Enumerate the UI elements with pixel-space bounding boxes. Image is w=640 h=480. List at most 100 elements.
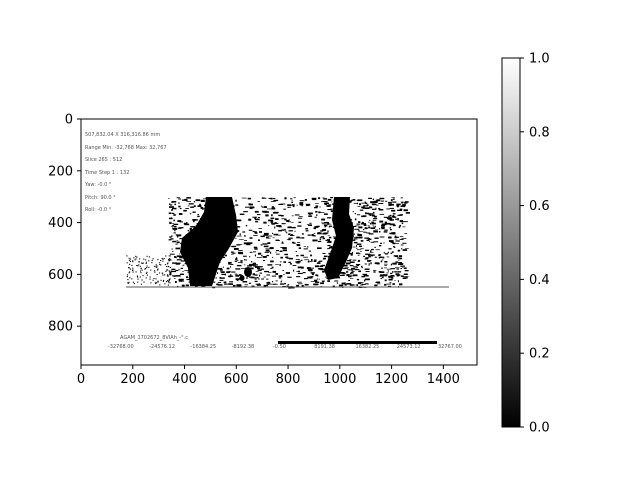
- speckle: [291, 204, 295, 206]
- speckle: [321, 264, 325, 267]
- speckle: [288, 286, 291, 289]
- speckle: [237, 226, 241, 228]
- speckle: [372, 201, 378, 203]
- speckle: [272, 281, 274, 283]
- speckle: [357, 233, 360, 235]
- speckle: [389, 203, 394, 206]
- speckle: [297, 272, 303, 274]
- speckle: [310, 269, 312, 270]
- speckle: [253, 265, 257, 267]
- speckle: [339, 272, 345, 274]
- speckle: [363, 224, 367, 226]
- speckle: [296, 276, 301, 278]
- speckle: [157, 268, 159, 270]
- speckle: [141, 269, 143, 271]
- speckle: [327, 217, 332, 219]
- speckle: [286, 257, 291, 259]
- speckle: [271, 275, 277, 277]
- speckle: [299, 237, 304, 239]
- speckle: [178, 279, 182, 281]
- speckle: [361, 202, 365, 204]
- speckle: [359, 209, 364, 211]
- speckle: [305, 230, 309, 232]
- speckle: [168, 255, 171, 257]
- info-line-3: Slice 265 : 512: [85, 157, 122, 163]
- speckle: [254, 274, 258, 276]
- speckle: [382, 274, 388, 276]
- speckle: [241, 197, 247, 199]
- speckle: [394, 280, 396, 281]
- speckle: [170, 270, 173, 272]
- speckle: [172, 228, 178, 230]
- speckle: [132, 281, 134, 283]
- speckle: [403, 221, 408, 223]
- speckle: [234, 273, 238, 275]
- speckle: [245, 224, 248, 227]
- speckle: [278, 229, 282, 232]
- speckle: [192, 219, 197, 221]
- speckle: [399, 220, 403, 223]
- speckle: [258, 239, 260, 241]
- speckle: [323, 198, 328, 200]
- speckle: [357, 254, 360, 256]
- speckle: [189, 213, 192, 215]
- speckle: [381, 227, 385, 230]
- speckle: [245, 206, 250, 208]
- speckle: [141, 279, 143, 281]
- speckle: [261, 206, 265, 208]
- speckle: [235, 275, 239, 277]
- speckle: [400, 244, 404, 246]
- speckle: [396, 274, 400, 277]
- speckle: [127, 279, 129, 281]
- speckle: [400, 205, 406, 207]
- speckle: [315, 281, 320, 283]
- speckle: [371, 213, 374, 215]
- speckle: [354, 218, 357, 221]
- speckle: [401, 222, 404, 225]
- speckle: [255, 283, 259, 285]
- speckle: [278, 277, 282, 279]
- speckle: [292, 265, 297, 266]
- speckle: [368, 263, 370, 265]
- speckle: [308, 215, 313, 217]
- speckle: [249, 237, 253, 239]
- speckle: [161, 257, 163, 259]
- speckle: [132, 260, 134, 262]
- speckle: [152, 279, 154, 281]
- speckle: [364, 278, 370, 281]
- speckle: [157, 269, 159, 271]
- speckle: [226, 267, 230, 270]
- speckle: [323, 228, 327, 231]
- speckle: [265, 251, 271, 252]
- speckle: [341, 282, 345, 285]
- speckle: [396, 203, 401, 205]
- speckle: [193, 205, 196, 208]
- speckle: [259, 231, 262, 233]
- speckle: [148, 266, 150, 268]
- speckle: [354, 228, 360, 230]
- speckle: [370, 250, 372, 253]
- speckle: [129, 258, 131, 260]
- speckle: [153, 265, 156, 267]
- speckle: [307, 212, 313, 215]
- speckle: [264, 211, 269, 213]
- speckle: [401, 248, 403, 250]
- speckle: [390, 268, 396, 270]
- speckle: [378, 245, 382, 247]
- speckle: [185, 208, 189, 209]
- speckle: [316, 274, 319, 277]
- speckle: [129, 271, 131, 273]
- speckle: [338, 284, 344, 287]
- speckle: [395, 273, 400, 275]
- scan-dark-regions: [180, 197, 354, 286]
- speckle: [217, 284, 223, 286]
- speckle: [349, 272, 352, 275]
- speckle: [310, 281, 315, 282]
- speckle: [291, 222, 294, 223]
- speckle: [373, 229, 377, 231]
- speckle: [404, 233, 408, 234]
- speckle: [246, 243, 251, 246]
- speckle: [390, 272, 393, 275]
- speckle: [291, 215, 294, 217]
- speckle: [126, 262, 128, 264]
